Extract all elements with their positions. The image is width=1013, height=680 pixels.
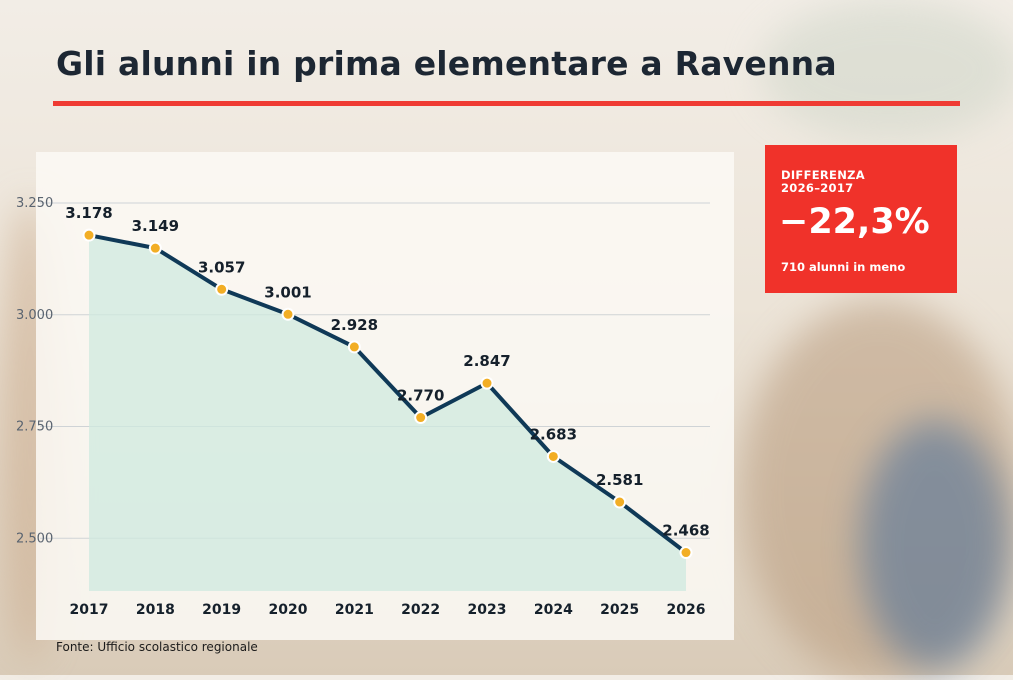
data-point xyxy=(82,228,96,242)
x-tick-label: 2023 xyxy=(468,602,507,618)
title-underline xyxy=(53,101,960,106)
data-label: 2.468 xyxy=(662,522,709,540)
x-tick-label: 2022 xyxy=(401,602,440,618)
y-tick-label: 3.250 xyxy=(16,196,53,211)
data-label: 2.770 xyxy=(397,387,444,405)
data-point xyxy=(148,241,162,255)
callout-label: DIFFERENZA 2026–2017 xyxy=(781,169,865,195)
x-tick-label: 2017 xyxy=(70,602,109,618)
y-axis-ticks: 2.500 2.750 3.000 3.250 xyxy=(16,196,53,546)
x-tick-label: 2021 xyxy=(335,602,374,618)
x-tick-label: 2018 xyxy=(136,602,175,618)
data-label: 2.683 xyxy=(530,425,577,443)
data-point xyxy=(347,340,361,354)
data-label: 3.149 xyxy=(132,217,179,235)
series-line xyxy=(88,233,688,555)
y-tick-label: 3.000 xyxy=(16,308,53,323)
data-label: 2.928 xyxy=(331,316,378,334)
background-decoration xyxy=(760,0,1013,140)
data-point xyxy=(546,449,560,463)
difference-callout: DIFFERENZA 2026–2017 −22,3% 710 alunni i… xyxy=(765,145,957,293)
y-tick-label: 2.750 xyxy=(16,420,53,435)
callout-label-line2: 2026–2017 xyxy=(781,181,854,195)
x-tick-label: 2019 xyxy=(202,602,241,618)
area-fill xyxy=(89,235,686,591)
y-tick-label: 2.500 xyxy=(16,531,53,546)
callout-value: −22,3% xyxy=(779,202,930,242)
source-note: Fonte: Ufficio scolastico regionale xyxy=(56,640,258,654)
data-point xyxy=(215,282,229,296)
data-label: 2.581 xyxy=(596,471,643,489)
data-point xyxy=(613,495,627,509)
x-tick-label: 2026 xyxy=(667,602,706,618)
data-point xyxy=(480,376,494,390)
data-label: 2.847 xyxy=(463,352,510,370)
background-decoration xyxy=(860,420,1010,670)
data-label: 3.001 xyxy=(264,283,311,301)
data-point xyxy=(679,546,693,560)
data-point xyxy=(281,307,295,321)
data-point xyxy=(414,411,428,425)
x-tick-label: 2025 xyxy=(600,602,639,618)
data-label: 3.178 xyxy=(65,204,112,222)
data-markers xyxy=(82,228,693,560)
page-title: Gli alunni in prima elementare a Ravenna xyxy=(56,44,837,83)
data-labels: 3.178 3.149 3.057 3.001 2.928 2.770 2.847 2.683… xyxy=(65,204,709,539)
callout-label-line1: DIFFERENZA xyxy=(781,168,865,182)
callout-subtext: 710 alunni in meno xyxy=(781,260,906,274)
x-axis-labels: 2017 2018 2019 2020 2021 2022 2023 2024 2025 2026 xyxy=(70,602,706,618)
data-label: 3.057 xyxy=(198,258,245,276)
x-tick-label: 2020 xyxy=(269,602,308,618)
x-tick-label: 2024 xyxy=(534,602,573,618)
